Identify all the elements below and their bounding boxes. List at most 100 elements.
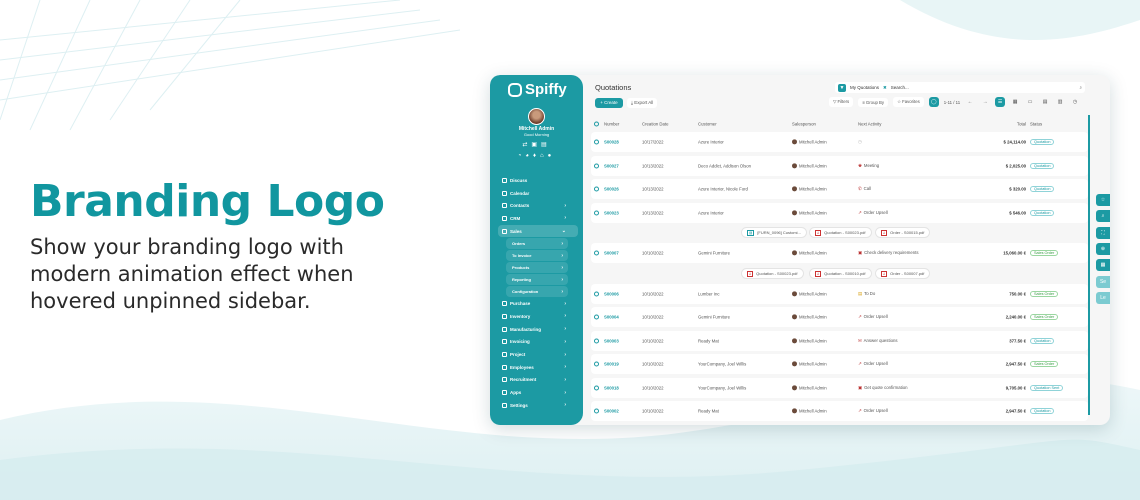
row-checkbox[interactable] (594, 186, 599, 192)
table-row[interactable]: S00028 10/17/2022 Azure Interior Mitchell A… (591, 132, 1088, 152)
select-all-checkbox[interactable] (594, 121, 599, 127)
sidebar-item-employees[interactable]: Employees › (498, 361, 578, 374)
search-icon[interactable]: ⌕ (1079, 85, 1082, 90)
table-row[interactable]: S00023 10/13/2022 Azure Interior Mitchell A… (591, 202, 1088, 223)
row-checkbox[interactable] (594, 338, 599, 343)
sidebar-item-discuss[interactable]: Discuss (498, 174, 578, 187)
table-row[interactable]: S00026 10/13/2022 Azure Interior, Nicole F… (591, 179, 1088, 199)
keyboard-icon[interactable]: ▤ (541, 142, 551, 148)
prev-page-icon[interactable]: ← (967, 99, 973, 105)
order-number[interactable]: S00018 (604, 385, 619, 390)
order-number[interactable]: S00004 (604, 314, 619, 320)
row-checkbox[interactable] (594, 210, 599, 215)
attachment-chip[interactable]: ⅄ Quotation - S00010.pdf (809, 267, 872, 279)
next-activity[interactable]: ↗ Order Upsell (858, 314, 888, 320)
sidebar-item-reporting[interactable]: Reporting › (506, 274, 568, 286)
sidebar-item-apps[interactable]: Apps › (498, 386, 578, 399)
bell-icon[interactable]: ⌂ (540, 153, 548, 159)
row-checkbox[interactable] (594, 408, 599, 414)
brand-logo[interactable]: Spiffy (508, 81, 567, 98)
remove-facet-icon[interactable]: ✖ (883, 84, 887, 90)
next-page-icon[interactable]: → (982, 99, 988, 105)
attachment-chip[interactable]: ⅄ Order - S00007.pdf (875, 267, 931, 279)
table-row[interactable]: S00004 10/10/2022 Gemini Furniture Mitchell… (591, 307, 1088, 327)
next-activity[interactable]: ◷ (858, 139, 864, 145)
table-row[interactable]: S00003 10/10/2022 Ready Mat Mitchell Admin ✉… (591, 330, 1088, 351)
next-activity[interactable]: ▣ Get quote confirmation (858, 385, 908, 391)
refresh-icon[interactable]: ◯ (928, 97, 939, 107)
favorites-button[interactable]: ☆ Favorites (893, 97, 924, 107)
table-row[interactable]: S00006 10/10/2022 Lumber Inc Mitchell Admin… (591, 283, 1088, 304)
pager-value[interactable]: 1-11 / 11 (943, 99, 961, 105)
create-button[interactable]: + Create (595, 98, 623, 108)
sidebar-item-to-invoice[interactable]: To Invoice › (506, 250, 568, 262)
floating-button-le[interactable]: Le (1096, 291, 1110, 304)
column-header-creation-date[interactable]: Creation Date (642, 121, 669, 127)
attachment-chip[interactable]: ⅄ Order - S00015.pdf (875, 227, 931, 238)
sidebar-item-purchase[interactable]: Purchase › (498, 297, 578, 310)
sidebar-item-sales[interactable]: Sales ⌄ (498, 224, 578, 238)
search-bar[interactable]: ▼ My Quotations ✖ Search... ⌕ (835, 82, 1085, 93)
sidebar-item-products[interactable]: Products › (506, 262, 568, 274)
sidebar-item-invoicing[interactable]: Invoicing › (498, 336, 578, 349)
table-row[interactable]: S00002 10/10/2022 Ready Mat Mitchell Admin ↗… (591, 401, 1088, 421)
next-activity[interactable]: ↗ Order Upsell (858, 361, 888, 367)
scrollbar[interactable] (1088, 115, 1090, 415)
activity-view-icon[interactable]: ◷ (1072, 99, 1078, 105)
order-number[interactable]: S00002 (604, 408, 619, 414)
order-number[interactable]: S00023 (604, 210, 619, 215)
search-facet[interactable]: My Quotations (850, 85, 880, 90)
sidebar-item-configuration[interactable]: Configuration › (506, 286, 568, 298)
row-checkbox[interactable] (594, 385, 599, 390)
calendar-view-icon[interactable]: ▭ (1027, 99, 1033, 105)
next-activity[interactable]: ▤ To Do (858, 291, 875, 297)
sidebar-item-recruitment[interactable]: Recruitment › (498, 374, 578, 387)
next-activity[interactable]: ▣ Check delivery requirements (858, 250, 919, 256)
next-activity[interactable]: ♚ Meeting (858, 163, 879, 169)
chat-icon[interactable]: ◔ (517, 153, 526, 159)
sidebar-item-contacts[interactable]: Contacts › (498, 199, 578, 212)
graph-view-icon[interactable]: ▥ (1057, 99, 1063, 105)
sidebar-item-crm[interactable]: CRM › (498, 212, 578, 225)
attachment-chip[interactable]: ⅄ Quotation - S00023.pdf (741, 267, 804, 279)
grid-icon[interactable]: ▦ (1096, 259, 1110, 272)
order-number[interactable]: S00019 (604, 361, 619, 367)
next-activity[interactable]: ✆ Call (858, 186, 871, 192)
sidebar-item-inventory[interactable]: Inventory › (498, 310, 578, 323)
row-checkbox[interactable] (594, 291, 599, 296)
next-activity[interactable]: ↗ Order Upsell (858, 210, 888, 216)
sidebar-item-settings[interactable]: Settings › (498, 399, 578, 412)
order-number[interactable]: S00028 (604, 139, 619, 145)
table-row[interactable]: S00019 10/10/2022 YourCompany, Joel Willis… (591, 354, 1088, 374)
order-number[interactable]: S00006 (604, 291, 619, 296)
column-header-total[interactable]: Total (1016, 121, 1026, 127)
column-header-salesperson[interactable]: Salesperson (792, 121, 816, 127)
kanban-view-icon[interactable]: ▦ (1012, 99, 1018, 105)
sidebar-item-calendar[interactable]: Calendar (498, 187, 578, 200)
search-icon[interactable]: ⌕ (1096, 210, 1110, 223)
expand-icon[interactable]: ⛶ (1096, 226, 1110, 239)
gift-icon[interactable]: ♦ (532, 153, 541, 159)
sidebar-item-manufacturing[interactable]: Manufacturing › (498, 323, 578, 336)
column-header-status[interactable]: Status (1030, 121, 1043, 127)
column-header-customer[interactable]: Customer (698, 121, 717, 127)
order-number[interactable]: S00026 (604, 186, 619, 192)
star-icon[interactable]: ☆ (1096, 194, 1110, 206)
table-row[interactable]: S00007 10/10/2022 Gemini Furniture Mitchell… (591, 243, 1088, 263)
row-checkbox[interactable] (594, 139, 599, 145)
row-checkbox[interactable] (594, 361, 599, 367)
order-number[interactable]: S00027 (604, 163, 619, 168)
bulb-icon[interactable]: ● (547, 153, 556, 159)
table-row[interactable]: S00027 10/13/2022 Deco Addict, Addison Ols… (591, 155, 1088, 176)
column-header-number[interactable]: Number (604, 121, 620, 127)
filters-button[interactable]: ▽ Filters (829, 97, 854, 107)
export-all-button[interactable]: ⤓ Export All (627, 98, 658, 108)
search-input[interactable]: Search... (890, 85, 909, 90)
zoom-icon[interactable]: ⊕ (1096, 242, 1110, 255)
row-checkbox[interactable] (594, 250, 599, 256)
lock-icon[interactable]: ▣ (531, 142, 542, 148)
translate-icon[interactable]: ⇄ (522, 142, 532, 148)
pivot-view-icon[interactable]: ▤ (1042, 99, 1048, 105)
row-checkbox[interactable] (594, 314, 599, 320)
list-view-icon[interactable]: ☰ (995, 97, 1006, 107)
